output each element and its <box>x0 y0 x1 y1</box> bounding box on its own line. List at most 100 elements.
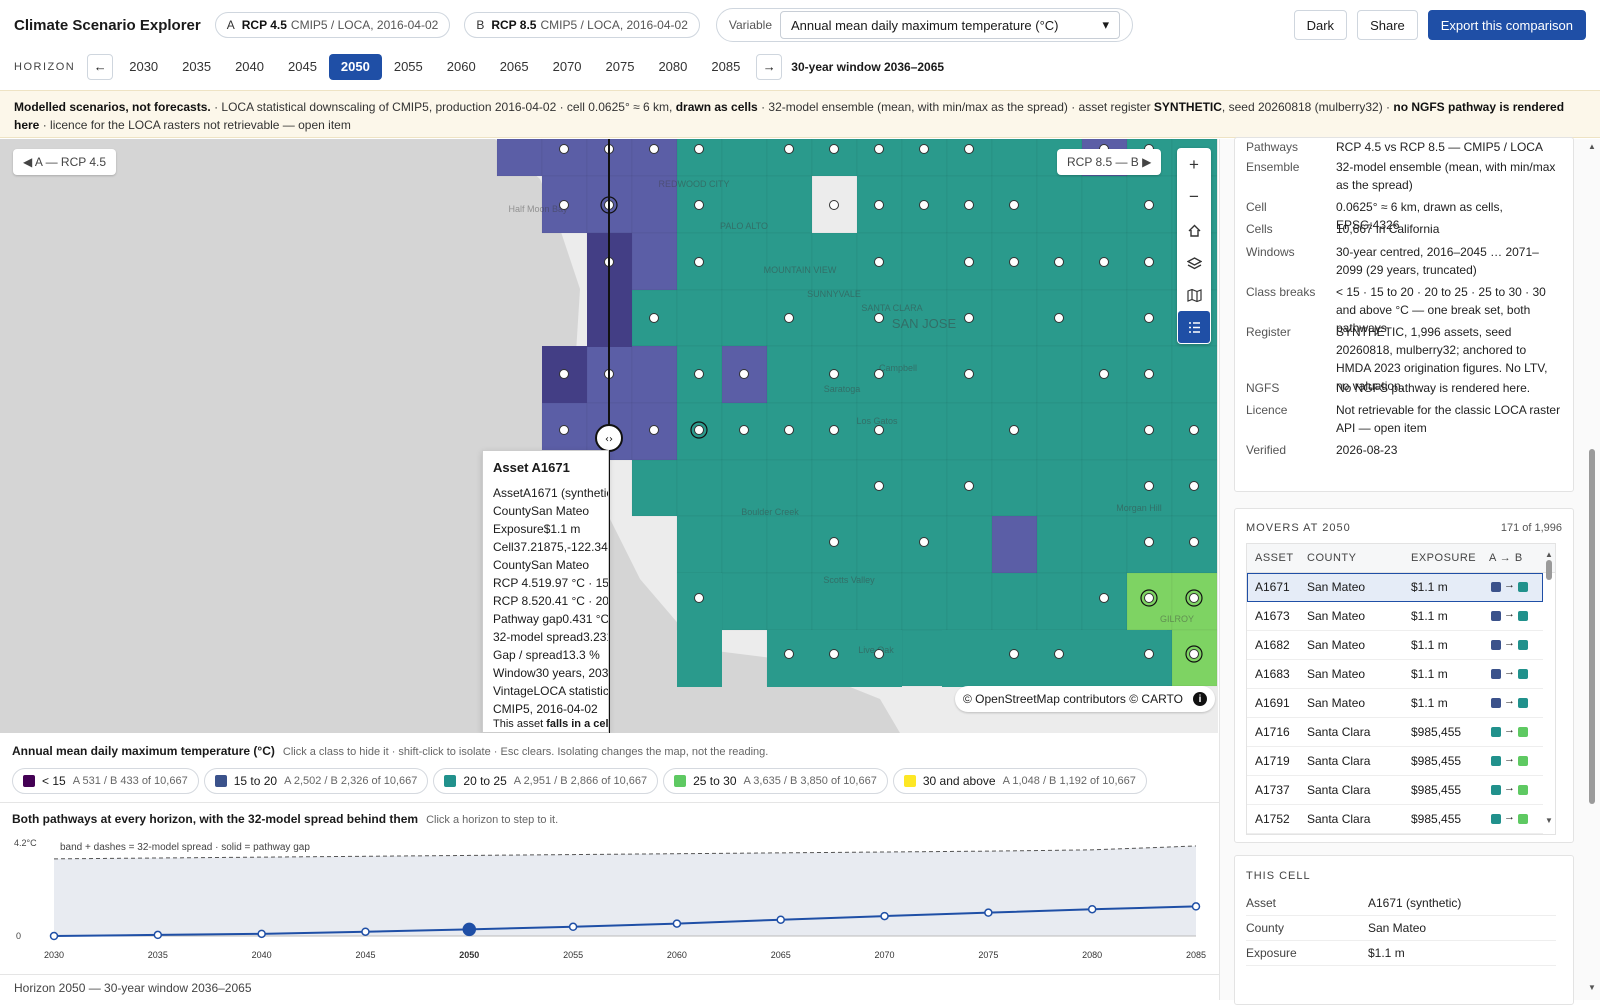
asset-marker[interactable] <box>694 257 704 267</box>
map-cell[interactable] <box>766 515 813 574</box>
scenario-a-selector[interactable]: A RCP 4.5 CMIP5 / LOCA, 2016-04-02 <box>214 12 451 38</box>
map-cell[interactable] <box>766 572 813 631</box>
scroll-thumb[interactable] <box>1546 560 1552 580</box>
map-cell[interactable] <box>1081 402 1128 461</box>
asset-marker[interactable] <box>784 313 794 323</box>
map-cell[interactable] <box>676 459 723 517</box>
map-cell[interactable] <box>811 459 858 517</box>
map-cell[interactable] <box>991 515 1038 574</box>
asset-marker[interactable] <box>964 257 974 267</box>
asset-marker[interactable] <box>694 425 704 435</box>
scenario-b-selector[interactable]: B RCP 8.5 CMIP5 / LOCA, 2016-04-02 <box>464 12 700 38</box>
legend-toggle-button[interactable] <box>1178 311 1210 343</box>
movers-row[interactable]: A1719 Santa Clara $985,455 → <box>1247 747 1543 776</box>
asset-marker[interactable] <box>649 313 659 323</box>
asset-marker[interactable] <box>1144 425 1154 435</box>
asset-marker[interactable] <box>649 425 659 435</box>
map-cell[interactable] <box>721 232 768 291</box>
movers-row[interactable]: A1752 Santa Clara $985,455 → <box>1247 805 1543 834</box>
x-tick-label[interactable]: 2080 <box>1082 950 1102 960</box>
asset-marker[interactable] <box>739 369 749 379</box>
asset-marker-ring[interactable] <box>1140 589 1158 607</box>
asset-marker[interactable] <box>964 481 974 491</box>
movers-row[interactable]: A1691 San Mateo $1.1 m → <box>1247 689 1543 718</box>
sidebar-scrollbar[interactable]: ▲ ▼ <box>1588 139 1596 1000</box>
legend-chip[interactable]: 30 and above A 1,048 / B 1,192 of 10,667 <box>892 768 1147 794</box>
movers-row[interactable]: A1737 Santa Clara $985,455 → <box>1247 776 1543 805</box>
asset-marker[interactable] <box>1144 369 1154 379</box>
map-cell[interactable] <box>721 139 768 177</box>
map-cell[interactable] <box>856 572 903 631</box>
chart-point-2085[interactable] <box>1191 902 1201 911</box>
asset-marker[interactable] <box>1144 537 1154 547</box>
asset-marker[interactable] <box>739 425 749 435</box>
map-cell[interactable] <box>1081 515 1128 574</box>
asset-marker[interactable] <box>1144 200 1154 210</box>
map-cell[interactable] <box>991 572 1038 631</box>
horizon-year-2040[interactable]: 2040 <box>235 59 264 74</box>
movers-row[interactable]: A1673 San Mateo $1.1 m → <box>1247 602 1543 631</box>
asset-marker[interactable] <box>1099 593 1109 603</box>
horizon-year-2075[interactable]: 2075 <box>605 59 635 74</box>
asset-marker[interactable] <box>829 144 839 154</box>
share-button[interactable]: Share <box>1357 10 1418 40</box>
map-cell[interactable] <box>1081 289 1128 347</box>
legend-chip[interactable]: 25 to 30 A 3,635 / B 3,850 of 10,667 <box>663 768 888 794</box>
horizon-year-2080[interactable]: 2080 <box>658 59 688 74</box>
horizon-year-2060[interactable]: 2060 <box>446 59 476 74</box>
x-tick-label[interactable]: 2040 <box>252 950 272 960</box>
asset-marker[interactable] <box>874 649 884 659</box>
map-cell[interactable] <box>631 175 678 234</box>
map-cell[interactable] <box>721 289 768 347</box>
asset-marker[interactable] <box>559 200 569 210</box>
map-cell[interactable] <box>766 175 813 234</box>
map-cell[interactable] <box>901 232 948 291</box>
map-cell[interactable] <box>1171 345 1218 404</box>
asset-marker[interactable] <box>1009 200 1019 210</box>
layers-button[interactable] <box>1178 247 1210 279</box>
chart-point-2080[interactable] <box>1087 904 1097 914</box>
asset-marker[interactable] <box>964 144 974 154</box>
movers-row[interactable]: A1683 San Mateo $1.1 m → <box>1247 660 1543 689</box>
map-cell[interactable] <box>1036 402 1083 461</box>
asset-marker[interactable] <box>1189 481 1199 491</box>
x-tick-label[interactable]: 2035 <box>148 950 168 960</box>
asset-marker[interactable] <box>874 313 884 323</box>
map[interactable]: Half Moon Bay REDWOOD CITY PALO ALTO MOUNTA… <box>0 139 1218 733</box>
x-tick-label[interactable]: 2075 <box>978 950 998 960</box>
basemap-button[interactable] <box>1178 279 1210 311</box>
asset-marker[interactable] <box>919 537 929 547</box>
asset-marker[interactable] <box>1144 593 1154 603</box>
asset-marker[interactable] <box>874 425 884 435</box>
asset-marker[interactable] <box>694 593 704 603</box>
asset-marker[interactable] <box>1189 537 1199 547</box>
x-tick-label[interactable]: 2045 <box>355 950 375 960</box>
map-cell[interactable] <box>811 572 858 631</box>
asset-marker[interactable] <box>1189 593 1199 603</box>
map-cell[interactable] <box>676 289 723 347</box>
asset-marker[interactable] <box>694 200 704 210</box>
map-cell[interactable] <box>901 629 948 687</box>
horizon-next-button[interactable]: → <box>756 53 783 80</box>
map-canvas[interactable]: Half Moon Bay REDWOOD CITY PALO ALTO MOUNTA… <box>0 139 1218 733</box>
home-button[interactable] <box>1178 214 1210 246</box>
asset-marker[interactable] <box>874 257 884 267</box>
zoom-out-button[interactable]: − <box>1178 181 1210 213</box>
map-cell[interactable] <box>1036 515 1083 574</box>
map-cell[interactable] <box>942 630 987 687</box>
chart-point-2065[interactable] <box>776 915 785 924</box>
chart-point-2030[interactable] <box>49 931 59 941</box>
map-cell[interactable] <box>1036 572 1083 631</box>
map-cell[interactable] <box>946 515 993 574</box>
asset-marker[interactable] <box>1144 649 1154 659</box>
asset-marker[interactable] <box>784 144 794 154</box>
asset-marker[interactable] <box>1144 313 1154 323</box>
map-cell[interactable] <box>721 175 768 234</box>
asset-marker[interactable] <box>919 144 929 154</box>
asset-marker[interactable] <box>559 425 569 435</box>
x-tick-label[interactable]: 2050 <box>459 950 479 960</box>
horizon-chart[interactable]: band + dashes = 32-model spread · solid … <box>0 832 1219 972</box>
asset-marker[interactable] <box>1009 649 1019 659</box>
dark-mode-button[interactable]: Dark <box>1293 10 1348 40</box>
map-cell[interactable] <box>901 572 948 631</box>
